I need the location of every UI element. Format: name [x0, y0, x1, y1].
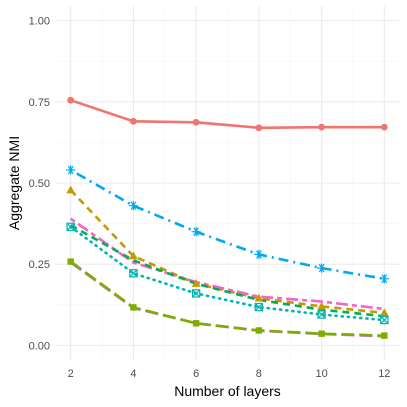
x-tick-label: 8: [256, 368, 262, 380]
data-point-s2: [128, 201, 139, 211]
x-tick-label: 12: [378, 368, 390, 380]
series-line-5: [69, 225, 386, 322]
data-point-s2: [66, 165, 76, 175]
y-tick-label: 0.00: [29, 340, 50, 352]
x-tick-label: 6: [193, 368, 199, 380]
box-cross-stroke: [129, 269, 138, 278]
box-outline: [129, 269, 138, 278]
x-tick-label: 10: [315, 368, 327, 380]
box-outline: [380, 315, 389, 325]
y-axis-title: Aggregate NMI: [6, 136, 22, 230]
series-line-3: [69, 189, 385, 315]
data-point-s1: [192, 118, 200, 126]
data-point-s3: [129, 251, 138, 260]
data-point-s3: [379, 308, 389, 317]
series-line-2: [70, 168, 385, 281]
box-cross-stroke: [380, 316, 389, 325]
data-point-s8: [192, 320, 200, 327]
data-point-s3: [66, 185, 76, 194]
data-point-s2: [379, 274, 389, 284]
data-point-s2: [254, 249, 264, 260]
data-point-s1: [255, 124, 263, 132]
data-point-s2: [316, 263, 327, 273]
series-line-8: [69, 260, 385, 337]
data-point-s5: [317, 310, 326, 319]
box-outline: [66, 222, 75, 232]
data-point-s3: [254, 293, 264, 302]
box-outline: [191, 289, 201, 298]
y-tick-label: 0.50: [29, 178, 50, 190]
tick-labels: 0.00 0.25 0.50 0.75 1.00 2 4 6 8 10 12: [29, 16, 391, 380]
data-point-s5: [380, 315, 389, 325]
x-tick-label: 2: [68, 368, 74, 380]
data-point-s5: [129, 269, 138, 278]
series-lines: [69, 98, 386, 338]
data-point-s5: [66, 222, 75, 232]
data-point-s8: [255, 327, 263, 334]
box-cross-stroke: [66, 222, 75, 231]
x-axis-title: Number of layers: [174, 383, 281, 399]
data-point-s1: [380, 123, 388, 131]
y-tick-label: 0.75: [29, 97, 50, 109]
data-point-s3: [191, 279, 201, 287]
series-markers: [66, 96, 389, 339]
x-tick-label: 4: [130, 368, 136, 380]
data-point-s5: [191, 289, 201, 298]
series-line-6: [70, 224, 385, 318]
series-line-1: [70, 98, 385, 130]
data-point-s8: [318, 330, 325, 337]
box-cross-stroke: [254, 303, 263, 312]
box-outline: [317, 310, 326, 319]
data-point-s1: [67, 96, 75, 104]
y-tick-label: 1.00: [29, 16, 50, 28]
data-point-s8: [130, 304, 137, 311]
data-point-s5: [254, 302, 264, 312]
data-point-s1: [130, 117, 137, 125]
box-cross-stroke: [192, 289, 201, 298]
grid-lines: [55, 6, 400, 360]
data-point-s3: [317, 301, 326, 310]
data-point-s1: [318, 123, 325, 131]
box-cross-stroke: [317, 310, 326, 319]
box-outline: [254, 302, 264, 312]
data-point-s2: [191, 227, 201, 237]
data-point-s8: [381, 332, 388, 339]
y-tick-label: 0.25: [29, 259, 50, 271]
data-point-s8: [67, 258, 74, 265]
